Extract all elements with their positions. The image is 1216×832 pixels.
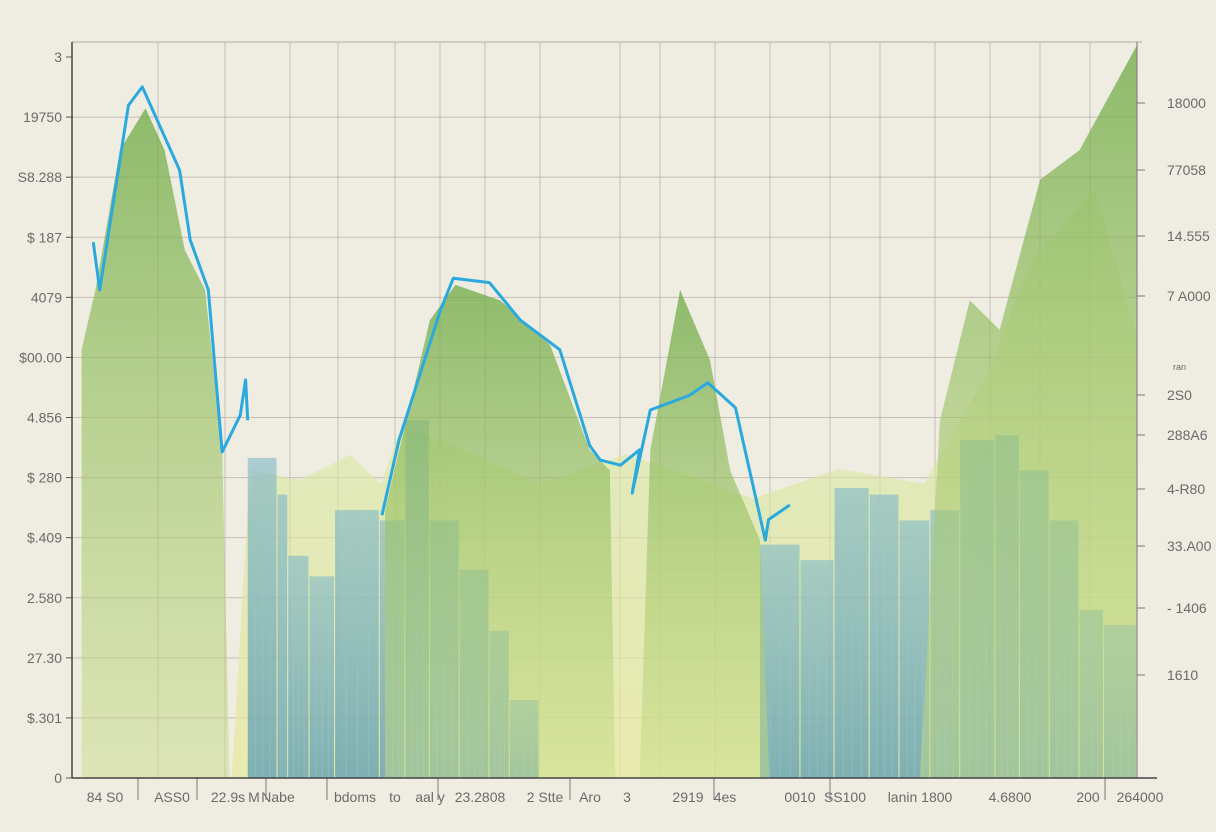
left-tick-label: $ 280 [27, 470, 62, 486]
x-tick-label: M [248, 789, 260, 805]
x-tick-label: 0010 [784, 789, 815, 805]
right-tick-label: 33.A00 [1167, 538, 1212, 554]
area-peak [639, 290, 770, 778]
x-tick-label: 84 S0 [87, 789, 124, 805]
left-tick-label: 2.580 [27, 590, 62, 606]
right-tick-label: 14.555 [1167, 228, 1210, 244]
area-middle [385, 284, 616, 778]
right-tick-label: 18000 [1167, 95, 1206, 111]
x-tick-label: 3 [623, 789, 631, 805]
left-tick-label: 4079 [31, 289, 62, 305]
left-tick-label: $ 187 [27, 229, 62, 245]
area-right [919, 44, 1137, 779]
right-tick-label: 1610 [1167, 667, 1198, 683]
x-tick-label: aal y [415, 789, 445, 805]
x-tick-label: 22.9s [211, 789, 245, 805]
x-tick-label: ASS0 [154, 789, 190, 805]
right-tick-label: 7 A000 [1167, 288, 1211, 304]
area-layer [81, 44, 1137, 779]
left-tick-label: 0 [54, 770, 62, 786]
area-left [81, 108, 230, 779]
left-tick-label: 27.30 [27, 650, 62, 666]
line-layer [91, 85, 791, 542]
bar [335, 510, 379, 778]
x-tick-label: 2 Stte [527, 789, 564, 805]
right-tick-label: 2S0 [1167, 387, 1192, 403]
right-tick-label: 77058 [1167, 162, 1206, 178]
x-tick-label: 2919 [672, 789, 703, 805]
x-tick-label: 264000 [1117, 789, 1164, 805]
x-tick-label: 4.6800 [989, 789, 1032, 805]
x-tick-label: lanin 1800 [888, 789, 953, 805]
x-tick-label: 4es [714, 789, 737, 805]
left-tick-label: $00.00 [19, 349, 62, 365]
x-tick-label: Aro [579, 789, 601, 805]
left-tick-label: 19750 [23, 109, 62, 125]
right-tick-label: 288A6 [1167, 427, 1208, 443]
left-tick-label: S8.288 [18, 169, 63, 185]
x-tick-label: SS100 [824, 789, 866, 805]
left-tick-label: 4.856 [27, 410, 62, 426]
right-tick-label: 4-R80 [1167, 481, 1205, 497]
x-tick-label: 200 [1076, 789, 1100, 805]
x-tick-label: bdoms [334, 789, 376, 805]
right-tick-label: - 1406 [1167, 600, 1207, 616]
series-line [91, 85, 250, 454]
left-tick-label: $.301 [27, 710, 62, 726]
x-tick-label: to [389, 789, 401, 805]
x-tick-label: 23.2808 [455, 789, 506, 805]
tick-labels: 3 19750 S8.288 $ 187 4079 $00.00 4.856 $ 280 $.4… [18, 49, 1212, 805]
x-tick-label: Nabe [261, 789, 295, 805]
left-tick-label: 3 [54, 49, 62, 65]
series-line [380, 276, 791, 542]
right-minor-label: ran [1173, 362, 1186, 372]
axes [66, 42, 1157, 800]
left-tick-label: $.409 [27, 530, 62, 546]
